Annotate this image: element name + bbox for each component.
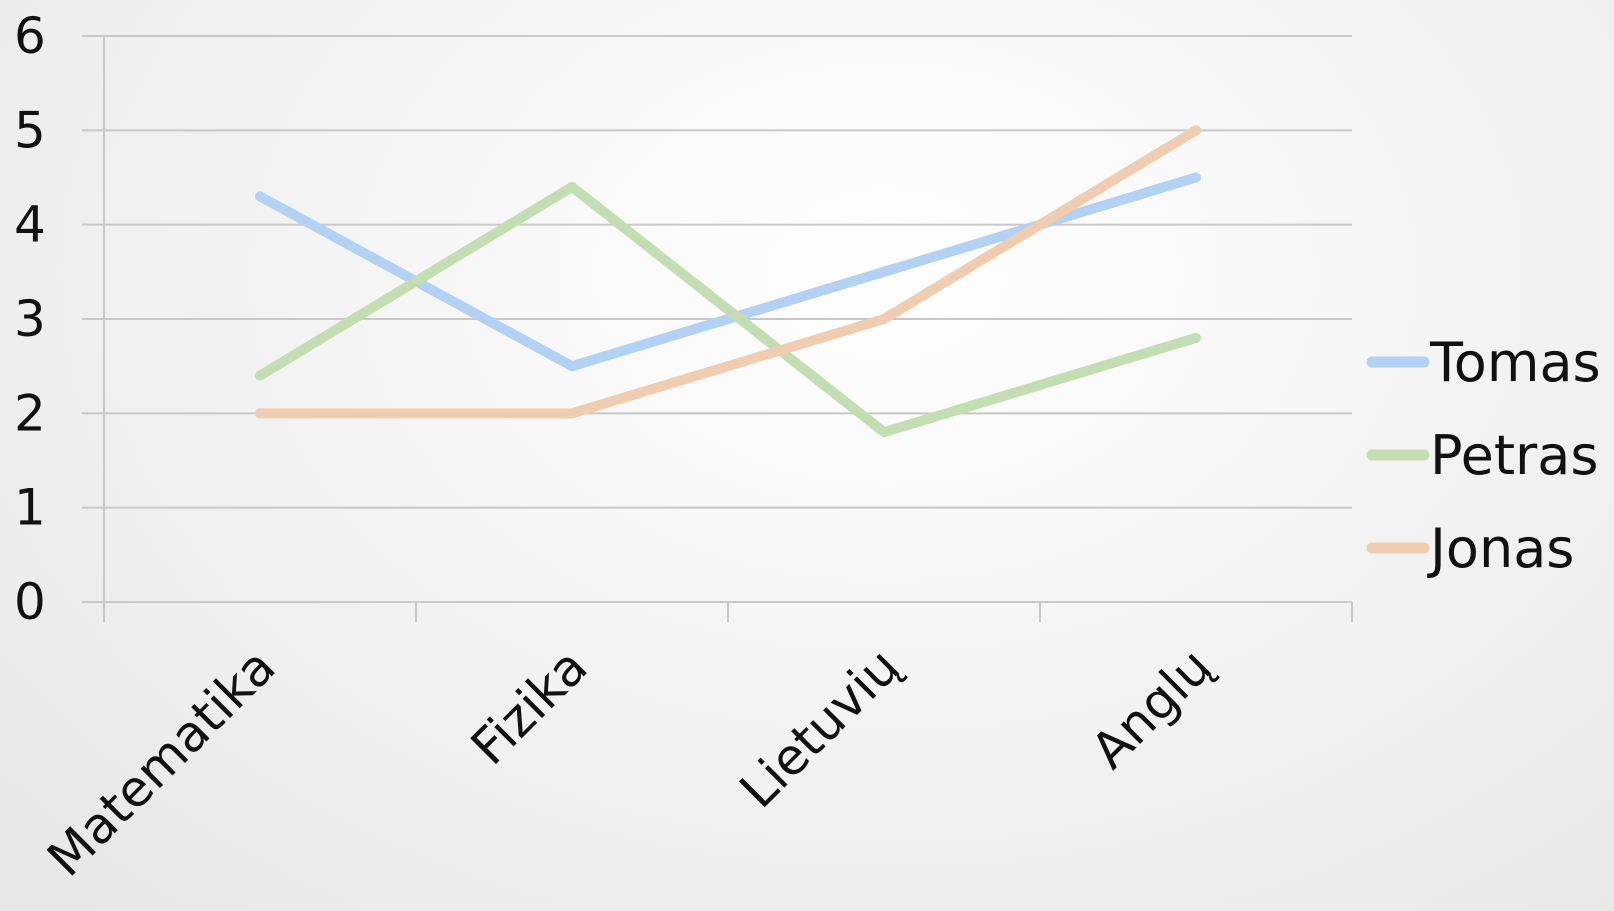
data-point-tomas bbox=[255, 191, 265, 202]
y-tick-label: 6 bbox=[14, 7, 46, 65]
series-line-petras bbox=[255, 181, 1201, 438]
data-point-petras bbox=[1191, 332, 1201, 343]
y-tick-labels: 0 1 2 3 4 5 6 bbox=[14, 7, 46, 631]
data-point-tomas bbox=[567, 361, 577, 372]
y-tick-label: 2 bbox=[14, 384, 46, 442]
x-tick-labels: Matematika Fizika Lietuvių Anglų bbox=[36, 637, 1222, 887]
series-line-jonas bbox=[255, 125, 1201, 419]
x-tick-label: Anglų bbox=[1080, 637, 1222, 779]
x-tick-label: Lietuvių bbox=[729, 637, 911, 819]
data-point-jonas bbox=[567, 408, 577, 419]
data-point-tomas bbox=[879, 266, 889, 277]
data-point-tomas bbox=[1191, 172, 1201, 183]
y-tick-label: 0 bbox=[14, 573, 46, 631]
y-tick-label: 4 bbox=[14, 196, 46, 254]
legend-label-jonas: Jonas bbox=[1427, 517, 1574, 580]
legend-label-petras: Petras bbox=[1430, 424, 1598, 487]
data-point-jonas bbox=[879, 314, 889, 324]
legend: Tomas Petras Jonas bbox=[1366, 331, 1601, 580]
data-point-petras bbox=[879, 427, 889, 438]
axes bbox=[103, 36, 1353, 622]
x-tick-label: Fizika bbox=[460, 637, 599, 776]
y-tick-label: 1 bbox=[14, 479, 46, 537]
series-line-tomas bbox=[255, 172, 1201, 372]
data-point-petras bbox=[567, 181, 577, 192]
data-point-petras bbox=[255, 370, 265, 381]
y-tick-label: 5 bbox=[14, 101, 46, 159]
series-lines bbox=[255, 125, 1201, 438]
x-tick-label: Matematika bbox=[36, 637, 286, 887]
data-point-jonas bbox=[255, 408, 265, 419]
legend-label-tomas: Tomas bbox=[1429, 331, 1601, 394]
y-tick-label: 3 bbox=[14, 290, 46, 348]
data-point-jonas bbox=[1191, 125, 1201, 136]
